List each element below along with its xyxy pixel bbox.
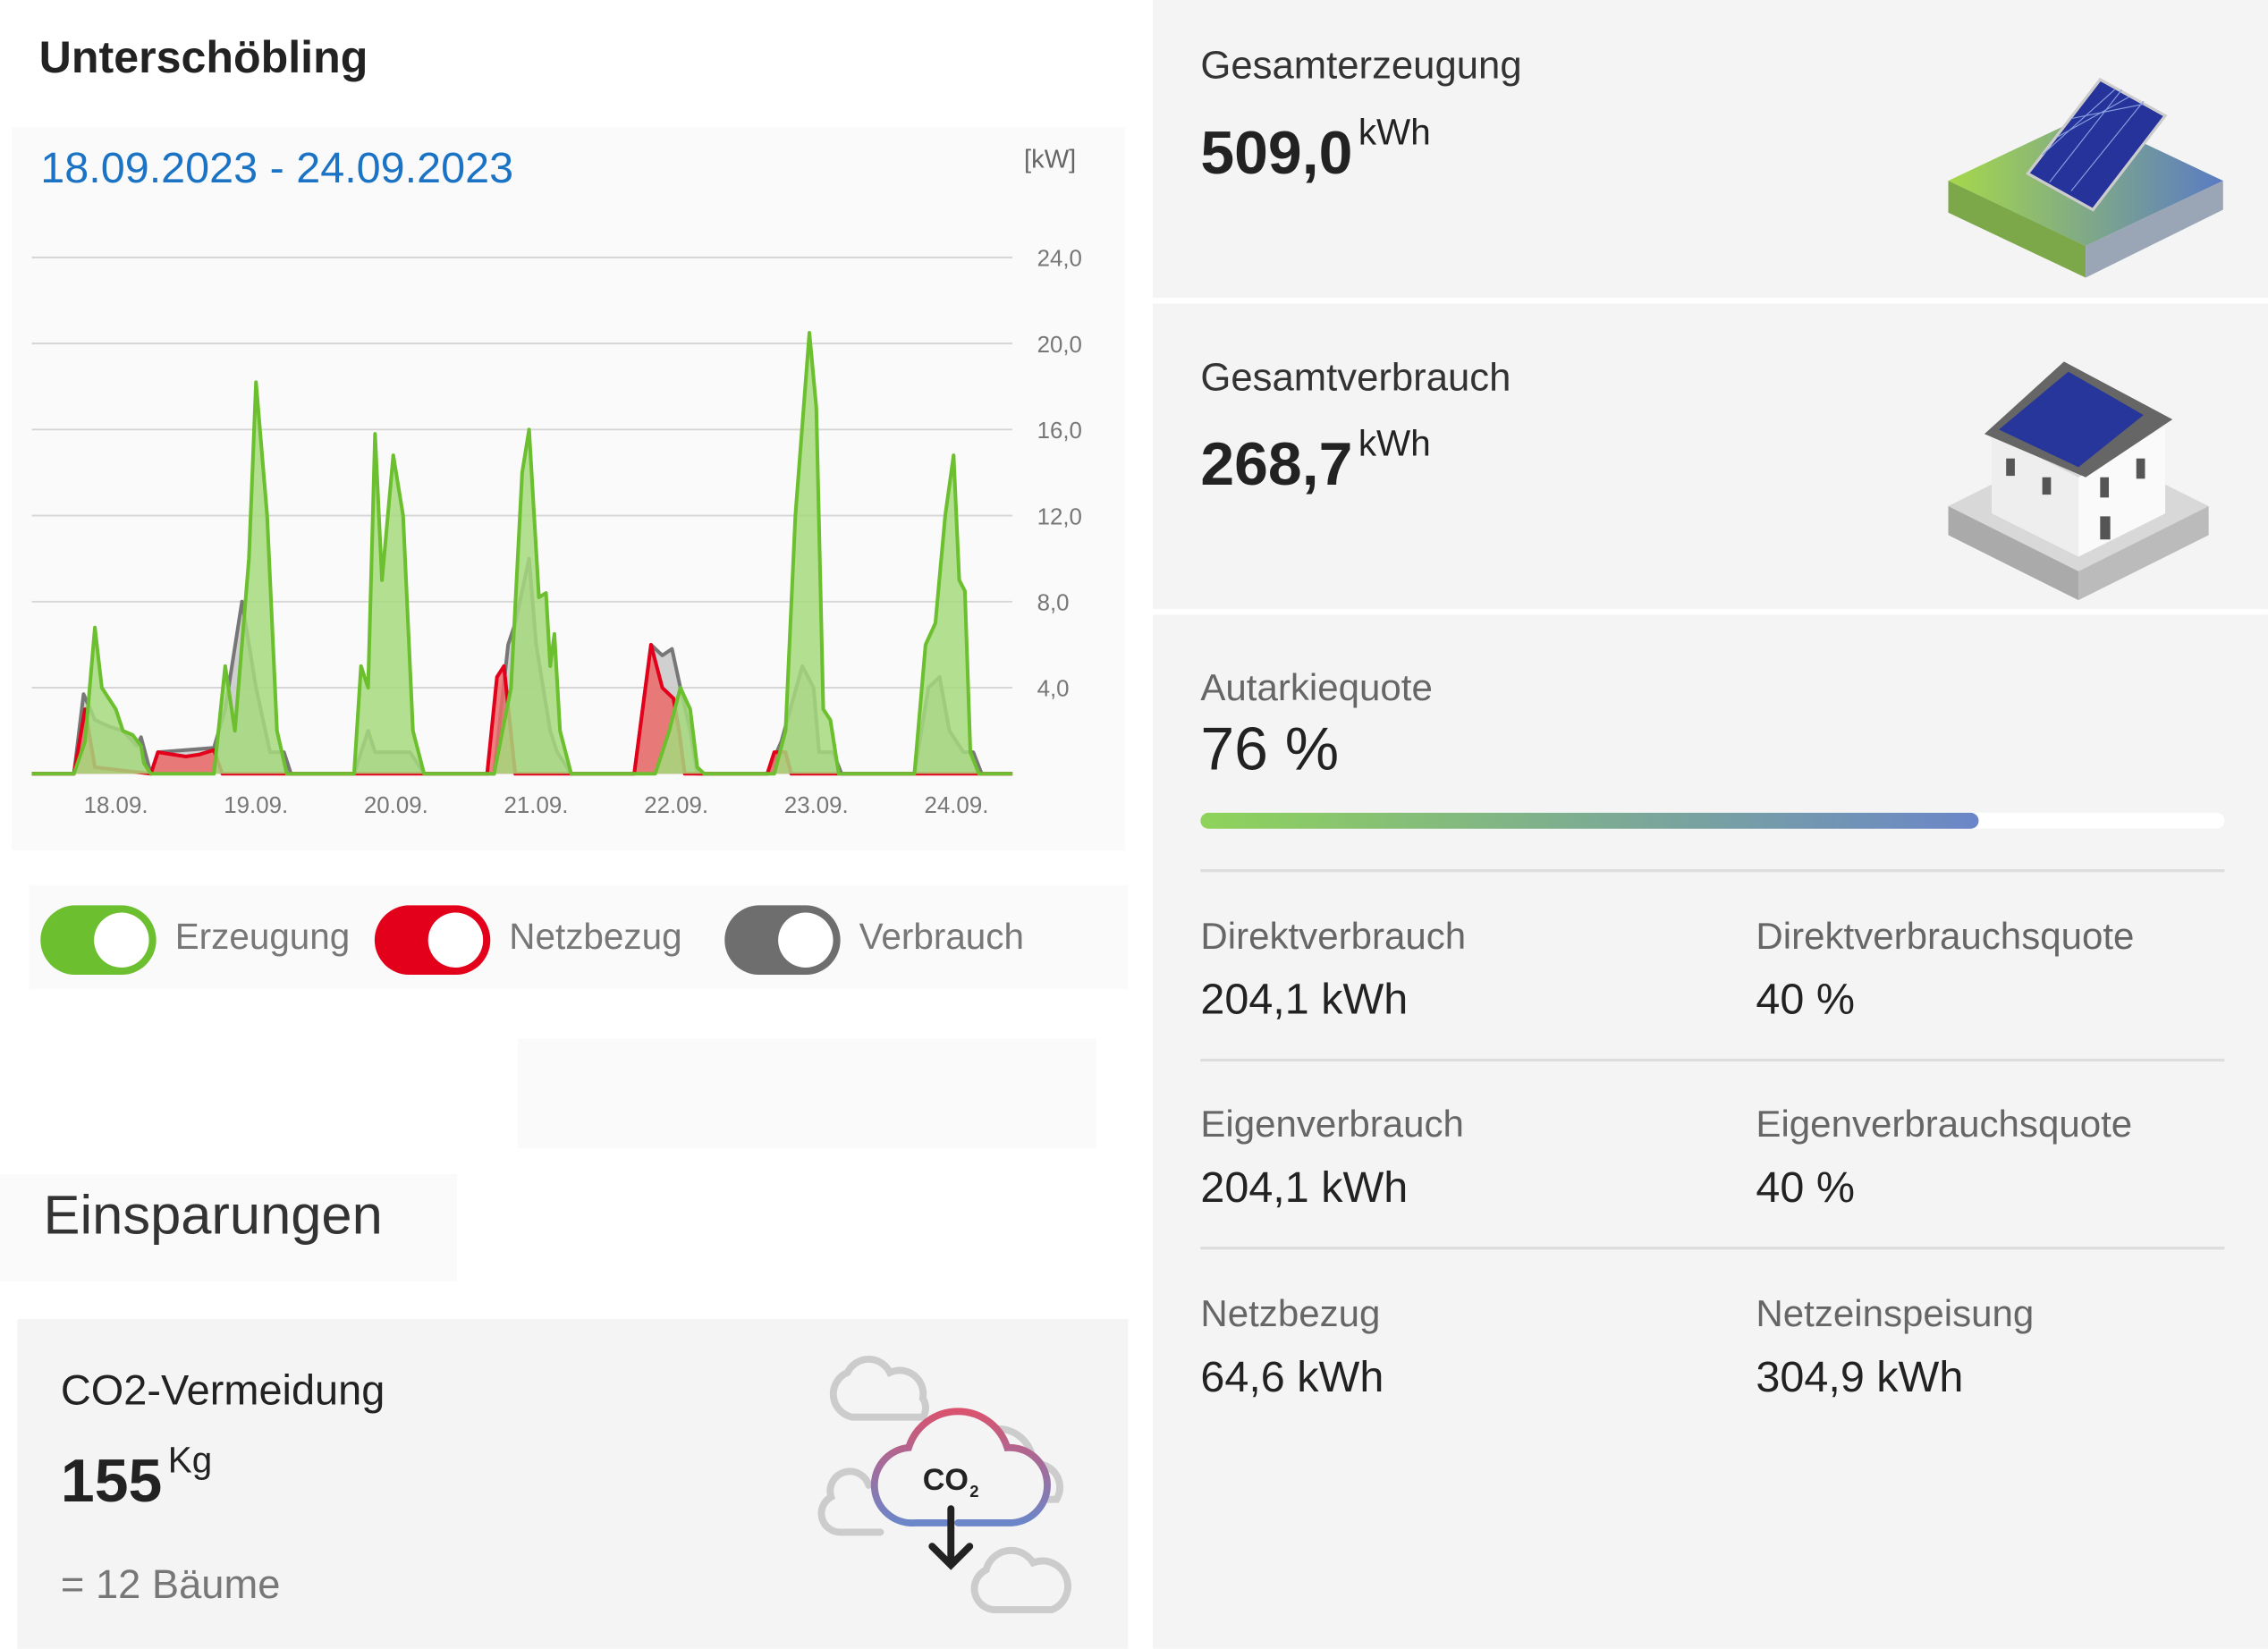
stat-value: 64,6 kWh bbox=[1200, 1353, 1384, 1402]
stat-value: 304,9 kWh bbox=[1756, 1353, 1964, 1402]
y-tick-label: 20,0 bbox=[1037, 333, 1082, 358]
autarky-value: 76 % bbox=[1200, 714, 1340, 782]
stat-label: Netzbezug bbox=[1200, 1291, 1381, 1335]
stat-label: Direktverbrauch bbox=[1200, 914, 1467, 958]
toggle-label-erzeugung: Erzeugung bbox=[174, 917, 351, 958]
generation-label: Gesamterzeugung bbox=[1200, 43, 1522, 88]
toggle-knob bbox=[427, 912, 484, 968]
divider bbox=[1200, 1247, 2225, 1250]
toggle-label-netzbezug: Netzbezug bbox=[509, 917, 682, 958]
chart-unit: [kW] bbox=[1024, 144, 1077, 174]
x-tick-label: 21.09. bbox=[504, 793, 569, 818]
energy-chart[interactable]: 24,0 20,0 16,0 12,0 8,0 4,0 18.09. 19.09. 20.09.… bbox=[0, 217, 1128, 839]
savings-header-bg bbox=[0, 1174, 458, 1281]
y-tick-label: 4,0 bbox=[1037, 677, 1070, 702]
stat-value: 40 % bbox=[1756, 1163, 1856, 1213]
left-panel: Unterschöbling 18.09.2023 - 24.09.2023 [… bbox=[0, 31, 1129, 1649]
autarky-progress-bar bbox=[1200, 812, 2225, 829]
stat-value: 204,1 kWh bbox=[1200, 976, 1409, 1025]
x-tick-label: 20.09. bbox=[364, 793, 428, 818]
x-tick-label: 23.09. bbox=[784, 793, 849, 818]
y-tick-label: 24,0 bbox=[1037, 247, 1082, 272]
y-tick-label: 8,0 bbox=[1037, 591, 1070, 616]
x-tick-label: 22.09. bbox=[644, 793, 708, 818]
trees-equivalent: = 12 Bäume bbox=[60, 1561, 281, 1607]
svg-text:CO: CO bbox=[923, 1463, 969, 1497]
consumption-value: 268,7 bbox=[1200, 429, 1353, 498]
savings-heading: Einsparungen bbox=[43, 1186, 383, 1247]
site-title: Unterschöbling bbox=[38, 31, 368, 83]
series-area-erzeugung bbox=[31, 333, 1013, 774]
divider bbox=[1200, 1058, 2225, 1062]
autarky-progress-fill bbox=[1200, 812, 1979, 829]
x-tick-label: 24.09. bbox=[924, 793, 988, 818]
divider bbox=[1152, 298, 2268, 304]
co2-unit: Kg bbox=[167, 1440, 213, 1482]
date-range[interactable]: 18.09.2023 - 24.09.2023 bbox=[40, 144, 514, 193]
toggle-erzeugung[interactable] bbox=[40, 905, 157, 976]
divider bbox=[1152, 608, 2268, 615]
svg-text:2: 2 bbox=[969, 1482, 978, 1501]
stat-value: 204,1 kWh bbox=[1200, 1163, 1409, 1213]
co2-title: CO2-Vermeidung bbox=[60, 1367, 385, 1415]
consumption-unit: kWh bbox=[1358, 423, 1431, 465]
toggle-label-verbrauch: Verbrauch bbox=[859, 917, 1024, 958]
consumption-label: Gesamtverbrauch bbox=[1200, 355, 1511, 400]
stat-value: 40 % bbox=[1756, 976, 1856, 1025]
stat-label: Direktverbrauchsquote bbox=[1756, 914, 2135, 958]
co2-value: 155 bbox=[60, 1446, 163, 1515]
house-icon bbox=[1948, 361, 2209, 601]
blank-panel bbox=[517, 1038, 1096, 1149]
solar-panel-icon bbox=[1948, 77, 2223, 278]
generation-value: 509,0 bbox=[1200, 118, 1353, 187]
stat-label: Eigenverbrauchsquote bbox=[1756, 1102, 2133, 1146]
generation-unit: kWh bbox=[1358, 113, 1431, 154]
toggle-knob bbox=[94, 912, 149, 968]
autarky-label: Autarkiequote bbox=[1200, 664, 1433, 709]
toggle-verbrauch[interactable] bbox=[724, 905, 841, 976]
series-line-erzeugung bbox=[31, 331, 1013, 776]
co2-cloud-icon: CO 2 bbox=[817, 1356, 1071, 1614]
divider bbox=[1200, 868, 2225, 873]
toggle-knob bbox=[778, 912, 834, 968]
series-toggles: Erzeugung Netzbezug Verbrauch bbox=[29, 884, 1129, 990]
stat-label: Netzeinspeisung bbox=[1756, 1291, 2035, 1335]
stat-label: Eigenverbrauch bbox=[1200, 1102, 1464, 1146]
toggle-netzbezug[interactable] bbox=[374, 905, 491, 976]
co2-card: CO2-Vermeidung 155 Kg = 12 Bäume CO 2 bbox=[17, 1318, 1129, 1649]
x-tick-label: 18.09. bbox=[84, 793, 148, 818]
summary-panel: Gesamterzeugung 509,0 kWh Gesamtverbrauch… bbox=[1152, 0, 2268, 1649]
y-tick-label: 12,0 bbox=[1037, 504, 1082, 529]
y-tick-label: 16,0 bbox=[1037, 419, 1082, 444]
x-tick-label: 19.09. bbox=[224, 793, 288, 818]
